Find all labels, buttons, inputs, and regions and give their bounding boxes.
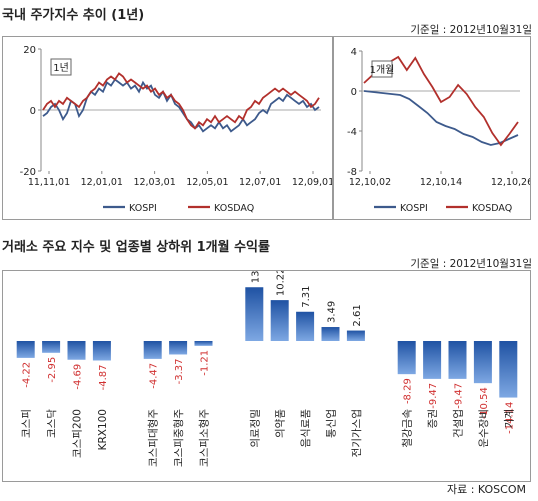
bar-value-label: 10.22 (276, 271, 287, 296)
y-tick-label: -4 (347, 127, 357, 138)
y-tick-label: 0 (351, 87, 357, 98)
yearly-chart-panel: 20 0 -20 11,11,01 12,01,01 12,03,01 12,05,01 12… (2, 36, 335, 220)
top-title: 국내 주가지수 추이 (1년) (2, 8, 145, 23)
series-line-kospi (363, 90, 519, 146)
bar (499, 341, 518, 398)
bar-value-label: 3.49 (327, 301, 338, 323)
bar (321, 327, 340, 341)
bar-value-label: -9.47 (454, 383, 465, 409)
bar-value-label: -4.87 (98, 364, 109, 390)
bar (346, 330, 365, 341)
x-tick-label: 12,10,26 (491, 177, 530, 188)
monthly-returns-bar-chart: -4.22 코스피 -2.95 코스닥 -4.69 코스피200 -4.87 KRX100 -4… (16, 255, 518, 467)
period-badge-box (371, 60, 393, 78)
series-line-kosdaq (42, 72, 320, 130)
bar (194, 341, 213, 346)
bar (270, 300, 289, 341)
returns-chart-panel: -4.22 코스피 -2.95 코스닥 -4.69 코스피200 -4.87 KRX100 -4… (2, 255, 531, 482)
legend-label-kospi: KOSPI (400, 203, 428, 214)
bar (169, 341, 188, 355)
x-tick-label: 12,03,01 (133, 177, 175, 188)
bar-value-label: -4.69 (73, 364, 84, 390)
bar (42, 341, 61, 353)
bar (16, 341, 35, 358)
category-label: 코스피200 (72, 409, 84, 458)
bar-value-label: -4.22 (22, 362, 33, 388)
legend-label-kosdaq: KOSDAQ (214, 203, 254, 214)
bar (67, 341, 86, 360)
category-label: 기계 (503, 409, 515, 428)
x-tick-label: 12,05,01 (186, 177, 228, 188)
bar-value-label: 7.31 (301, 285, 312, 307)
bar-value-label: -2.95 (47, 357, 58, 383)
source-note: 자료 : KOSCOM (446, 483, 526, 496)
legend-label-kosdaq: KOSDAQ (472, 203, 512, 214)
period-badge: 1개월 (370, 64, 395, 76)
y-tick-label: -20 (20, 167, 36, 178)
category-label: 전기가스업 (350, 409, 363, 457)
x-tick-label: 12,07,01 (239, 177, 281, 188)
bar-value-label: -10.54 (479, 387, 490, 419)
bar-value-label: -1.21 (200, 350, 211, 376)
x-tick-label: 11,11,01 (28, 177, 70, 188)
bar (473, 341, 492, 384)
category-label: 코스피중형주 (173, 409, 185, 467)
category-label: 통신업 (325, 409, 338, 438)
bar-value-label: -14.14 (504, 402, 515, 434)
x-tick-label: 12,09,01 (292, 177, 332, 188)
category-label: 철강금속 (402, 409, 414, 448)
category-label: 의약품 (275, 409, 287, 438)
bar (448, 341, 467, 379)
category-label: 증권 (427, 409, 439, 428)
top-basis-date: 기준일 : 2012년10월31일 (410, 24, 532, 36)
bottom-title: 거래소 주요 지수 및 업종별 상하위 1개월 수익률 (2, 240, 270, 255)
bar (92, 341, 111, 361)
period-badge: 1년 (53, 62, 69, 74)
bar-value-label: 2.61 (352, 304, 363, 326)
monthly-index-chart: 4 0 -4 -812,10,02 12,10,14 12,10,26 1개월 KOSPI KO… (347, 47, 533, 214)
legend-label-kospi: KOSPI (129, 203, 157, 214)
y-tick-label: -8 (347, 167, 357, 178)
bar-value-label: -8.29 (403, 378, 414, 404)
period-badge-box (50, 58, 72, 76)
x-tick-label: 12,10,02 (349, 177, 391, 188)
bar (245, 287, 264, 341)
x-tick-label: 12,01,01 (81, 177, 123, 188)
y-tick-label: 20 (23, 45, 36, 56)
bar (143, 341, 162, 359)
category-label: 건설업 (452, 409, 465, 438)
bar-value-label: 13.44 (250, 271, 261, 283)
category-label: 의료정밀 (249, 409, 261, 448)
bar (397, 341, 416, 375)
category-label: 코스피소형주 (199, 409, 211, 467)
y-tick-label: 0 (30, 106, 36, 117)
bar-value-label: -9.47 (428, 383, 439, 409)
y-tick-label: 4 (351, 47, 357, 58)
category-label: 음식료품 (300, 409, 312, 448)
bar (296, 311, 315, 341)
category-label: 코스피 (21, 409, 33, 438)
monthly-chart-panel: 4 0 -4 -8 12,10,02 12,10,14 12,10,26 1개월 KOSPI KO… (333, 36, 533, 220)
bottom-basis-date: 기준일 : 2012년10월31일 (410, 258, 532, 270)
category-label: 코스닥 (46, 409, 58, 438)
x-tick-label: 12,10,14 (420, 177, 462, 188)
category-label: 운수장비 (478, 409, 490, 448)
bar (423, 341, 442, 379)
category-label: KRX100 (97, 409, 109, 450)
bar-value-label: -3.37 (174, 358, 185, 384)
category-label: 코스피대형주 (148, 409, 160, 467)
bar-value-label: -4.47 (149, 363, 160, 389)
